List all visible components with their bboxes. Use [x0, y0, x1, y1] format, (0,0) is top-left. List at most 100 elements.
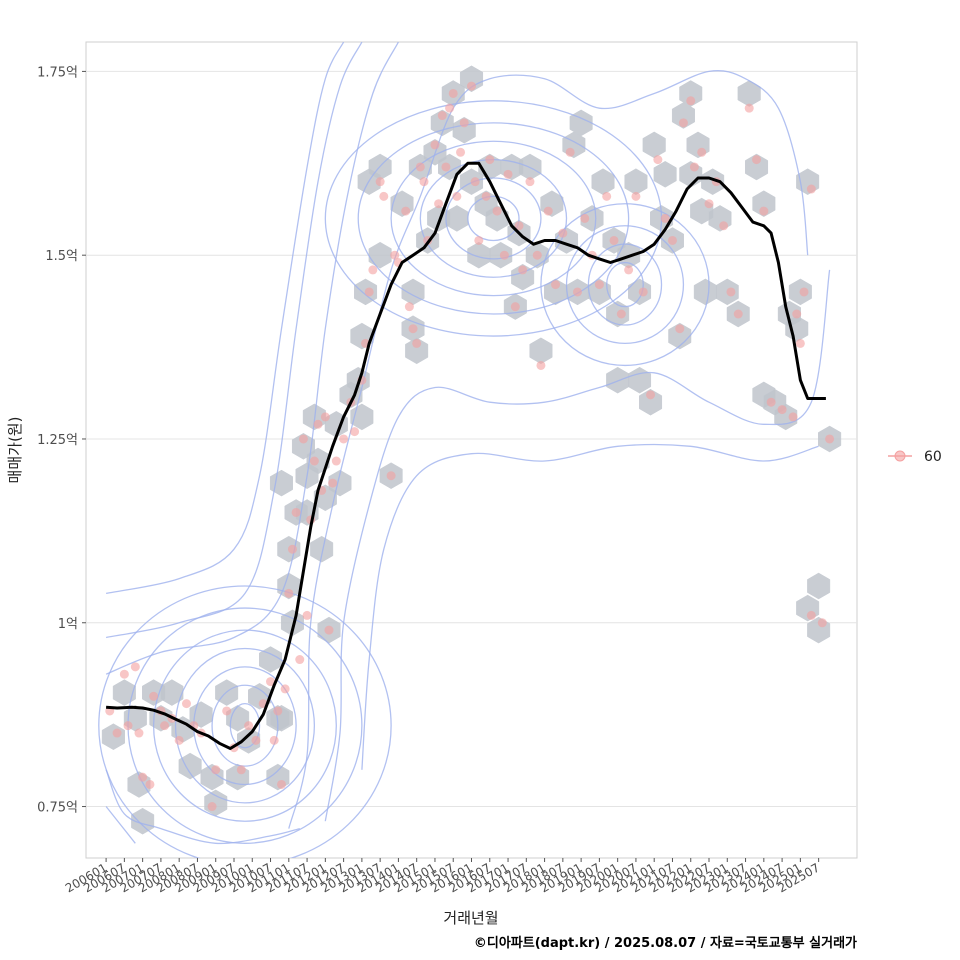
scatter-point [364, 287, 374, 297]
hexbin [310, 535, 334, 563]
hexbin [160, 679, 184, 706]
hexbin [580, 205, 604, 232]
scatter-point [181, 699, 191, 709]
scatter-point [817, 618, 827, 628]
scatter-point [459, 118, 469, 128]
hexbin [131, 807, 155, 835]
scatter-point [792, 309, 802, 319]
y-tick-label: 1.75억 [37, 65, 78, 80]
scatter-point [788, 412, 798, 422]
legend-key-point [894, 450, 906, 462]
scatter-point [678, 118, 688, 128]
scatter-point [244, 721, 254, 731]
scatter-point [806, 184, 816, 194]
scatter-point [492, 206, 502, 216]
density-contour [105, 42, 399, 675]
x-axis-title: 거래년월 [443, 909, 498, 927]
density-contour [105, 806, 136, 844]
scatter-point [518, 265, 528, 275]
legend-label: 60 [924, 449, 942, 465]
y-axis-title: 매매가(원) [6, 417, 24, 484]
scatter-point [123, 721, 133, 731]
hexbin [485, 205, 509, 232]
scatter-point [667, 235, 677, 245]
y-tick-label: 0.75억 [37, 801, 78, 816]
scatter-point [660, 213, 670, 223]
hexbin [745, 153, 769, 181]
scatter-point [689, 162, 699, 172]
scatter-point [222, 706, 232, 716]
hexbin [328, 469, 352, 497]
scatter-point [430, 140, 440, 150]
density-contour [565, 225, 685, 345]
scatter-point [766, 397, 776, 407]
scatter-point [415, 162, 425, 172]
scatter-point [744, 103, 754, 113]
scatter-point [284, 588, 294, 598]
scatter-point [368, 265, 378, 275]
scatter-point [697, 147, 707, 157]
scatter-point [602, 191, 612, 201]
scatter-point [320, 412, 330, 422]
scatter-point [445, 103, 455, 113]
hexbin [668, 322, 692, 350]
scatter-point [795, 338, 805, 348]
scatter-point [269, 735, 279, 745]
scatter-point [174, 735, 184, 745]
moving-average-line [106, 161, 826, 750]
hexbin [259, 646, 283, 673]
density-contour [105, 42, 345, 595]
scatter-point [379, 191, 389, 201]
scatter-point [134, 728, 144, 738]
hexbin [368, 241, 392, 269]
scatter-point [467, 81, 476, 91]
scatter-point [160, 721, 170, 731]
scatter-point [525, 177, 535, 187]
scatter-point [298, 434, 308, 444]
scatter-point [138, 772, 148, 782]
scatter-point [580, 213, 590, 223]
scatter-point [474, 235, 484, 245]
scatter-point [719, 221, 729, 231]
scatter-point [543, 206, 553, 216]
hexbin [291, 433, 315, 460]
density-contour [540, 203, 710, 367]
scatter-point [313, 419, 323, 429]
scatter-point [806, 610, 816, 620]
scatter-point [266, 677, 276, 687]
scatter-point [752, 155, 762, 165]
scatter-point [616, 309, 626, 319]
density-contour [467, 195, 520, 242]
scatter-point [532, 250, 542, 260]
density-contour [357, 122, 630, 315]
density-contour [211, 684, 279, 767]
scatter-point [759, 206, 769, 216]
density-contour [288, 70, 809, 829]
legend: 60 [888, 449, 942, 465]
y-axis-ticks: 0.75억 1억 1.25억 1.5억 1.75억 [37, 65, 86, 816]
hexbin [752, 190, 776, 217]
scatter-point [503, 169, 513, 179]
scatter-point [704, 199, 714, 209]
scatter-point [149, 691, 159, 701]
density-contour [361, 443, 819, 770]
scatter-point [558, 228, 568, 238]
scatter-point [236, 765, 246, 775]
hexbin [459, 65, 484, 93]
scatter-point [207, 802, 217, 812]
scatter-point [565, 147, 575, 157]
y-tick-label: 1억 [58, 617, 78, 632]
x-axis-ticks: 2006012006072007012007072008012008072009… [63, 858, 822, 896]
scatter-point [825, 434, 835, 444]
density-contour [606, 261, 644, 308]
scatter-point [291, 507, 301, 517]
scatter-point [145, 779, 155, 789]
density-contour [390, 140, 597, 297]
scatter-point [328, 478, 338, 488]
scatter-point [331, 456, 341, 466]
hexbin [639, 388, 663, 416]
scatter-point [485, 155, 495, 165]
scatter-point [437, 111, 447, 121]
scatter-point [419, 177, 429, 187]
